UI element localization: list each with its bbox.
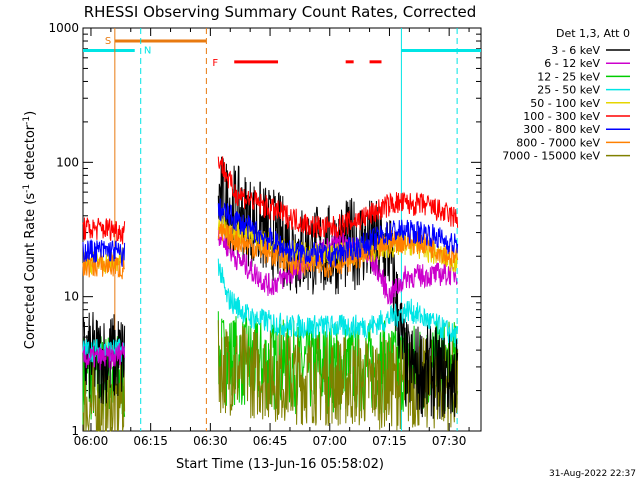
legend-entry-label: 7000 - 15000 keV <box>502 150 600 163</box>
flare-label: F <box>212 58 218 69</box>
legend-entry-label: 12 - 25 keV <box>537 70 600 83</box>
series-line <box>217 226 458 306</box>
axis-ticks: 06:00 06:15 06:30 06:45 07:00 07:15 07:30 1 10 10… <box>48 21 481 448</box>
series-line <box>217 198 459 268</box>
y-tick-label: 1 <box>71 424 79 438</box>
series-line <box>82 239 126 267</box>
svg-text:Corrected Count Rate (s-1 dete: Corrected Count Rate (s-1 detector-1) <box>22 111 38 349</box>
legend-entry-label: 300 - 800 keV <box>523 123 600 136</box>
y-axis-label: Corrected Count Rate (s-1 detector-1) <box>22 111 38 349</box>
saa-label: S <box>105 36 111 47</box>
series-100-300-kev <box>82 156 459 245</box>
x-tick-label: 07:15 <box>372 434 407 448</box>
series-300-800-kev <box>82 198 459 268</box>
legend-entry-label: 50 - 100 keV <box>530 97 600 110</box>
legend-entry-label: 800 - 7000 keV <box>516 136 600 149</box>
series-line <box>217 156 459 238</box>
x-tick-label: 06:45 <box>253 434 288 448</box>
x-tick-label: 06:15 <box>133 434 168 448</box>
night-label: N <box>144 45 151 56</box>
series-line <box>217 320 459 432</box>
legend-title: Det 1,3, Att 0 <box>556 27 630 40</box>
series-800-7000-kev <box>82 222 459 280</box>
y-tick-label: 1000 <box>48 21 79 35</box>
legend-entry-label: 100 - 300 keV <box>523 110 600 123</box>
y-tick-label: 10 <box>64 290 79 304</box>
legend-entry-label: 3 - 6 keV <box>551 44 600 57</box>
series-line <box>217 258 459 348</box>
legend-entry-label: 25 - 50 keV <box>537 84 600 97</box>
series-line <box>82 217 126 245</box>
x-tick-label: 06:00 <box>74 434 109 448</box>
series-line <box>82 254 126 280</box>
series-line <box>217 222 459 279</box>
series-6-12-kev <box>82 226 458 370</box>
legend-entry-label: 6 - 12 keV <box>544 57 600 70</box>
y-tick-label: 100 <box>56 155 79 169</box>
x-tick-label: 07:30 <box>432 434 467 448</box>
x-axis-label: Start Time (13-Jun-16 05:58:02) <box>176 457 384 472</box>
chart-title: RHESSI Observing Summary Count Rates, Co… <box>84 3 477 21</box>
plot-frame <box>82 27 482 432</box>
x-tick-label: 07:00 <box>312 434 347 448</box>
series-layer <box>82 156 459 432</box>
series-line <box>82 342 126 370</box>
footer-date: 31-Aug-2022 22:37 <box>549 469 636 479</box>
x-tick-label: 06:30 <box>193 434 228 448</box>
